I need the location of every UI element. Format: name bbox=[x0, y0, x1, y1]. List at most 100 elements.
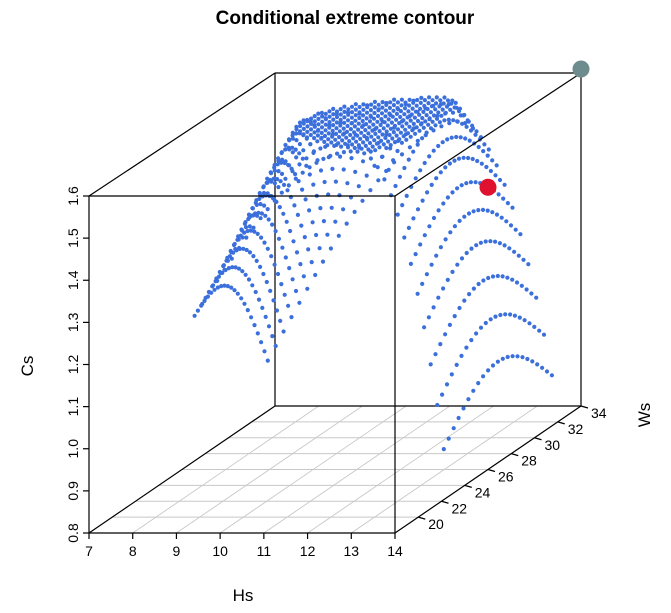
contour-point bbox=[212, 287, 217, 292]
contour-point bbox=[243, 272, 248, 277]
contour-point bbox=[372, 99, 377, 104]
contour-point bbox=[399, 140, 404, 145]
contour-point bbox=[364, 122, 369, 127]
contour-point bbox=[419, 95, 424, 100]
contour-point bbox=[534, 295, 539, 300]
contour-point bbox=[451, 426, 456, 431]
contour-point bbox=[279, 190, 284, 195]
contour-point bbox=[221, 263, 226, 268]
contour-point bbox=[450, 269, 455, 274]
contour-point bbox=[294, 138, 299, 143]
contour-point bbox=[459, 256, 465, 261]
contour-point bbox=[338, 154, 343, 159]
y-tick-mark bbox=[464, 484, 472, 488]
contour-point bbox=[428, 362, 433, 367]
contour-point bbox=[421, 125, 426, 130]
contour-point bbox=[428, 126, 434, 131]
contour-point bbox=[366, 147, 371, 152]
contour-point bbox=[218, 270, 223, 276]
contour-point bbox=[311, 182, 316, 187]
contour-point bbox=[244, 247, 249, 253]
contour-point bbox=[431, 215, 437, 221]
y-tick-label: 28 bbox=[521, 453, 537, 469]
contour-point bbox=[245, 228, 250, 234]
contour-point bbox=[350, 142, 355, 147]
contour-point bbox=[333, 179, 338, 184]
contour-point bbox=[443, 332, 448, 337]
contour-point bbox=[275, 177, 280, 182]
contour-point bbox=[417, 128, 422, 133]
contour-point bbox=[417, 112, 422, 117]
floor-grid bbox=[112, 405, 558, 534]
contour-point bbox=[372, 105, 377, 110]
contour-point bbox=[372, 163, 377, 168]
contour-point bbox=[457, 218, 462, 223]
contour-point bbox=[256, 297, 262, 302]
contour-point bbox=[505, 201, 510, 206]
contour-point bbox=[375, 119, 380, 124]
contour-point bbox=[493, 239, 498, 244]
contour-point bbox=[411, 121, 416, 126]
contour-point bbox=[278, 318, 283, 323]
contour-point bbox=[308, 132, 313, 138]
y-tick-mark bbox=[557, 421, 565, 425]
contour-point bbox=[229, 250, 234, 255]
contour-point bbox=[499, 215, 504, 220]
contour-point bbox=[500, 356, 505, 361]
y-tick-label: 24 bbox=[475, 484, 491, 500]
contour-point bbox=[388, 100, 393, 105]
contour-point bbox=[431, 148, 436, 153]
contour-point bbox=[422, 98, 427, 103]
contour-point bbox=[456, 109, 462, 114]
contour-point bbox=[370, 144, 375, 149]
contour-point bbox=[270, 222, 275, 227]
contour-point bbox=[359, 130, 364, 135]
contour-point bbox=[305, 124, 310, 129]
contour-point bbox=[281, 182, 287, 187]
contour-point bbox=[284, 219, 289, 224]
contour-point bbox=[276, 185, 281, 190]
contour-point bbox=[427, 154, 432, 159]
contour-point bbox=[398, 109, 403, 114]
contour-point bbox=[537, 328, 542, 333]
contour-point bbox=[467, 292, 472, 297]
contour-point bbox=[522, 318, 527, 323]
contour-point bbox=[269, 254, 274, 259]
contour-point bbox=[300, 156, 305, 161]
contour-point bbox=[293, 147, 298, 152]
contour-point bbox=[348, 149, 353, 154]
contour-point bbox=[279, 282, 284, 287]
x-tick-label: 9 bbox=[173, 543, 181, 559]
contour-point bbox=[312, 130, 317, 135]
contour-point bbox=[331, 123, 336, 128]
contour-point bbox=[445, 195, 450, 200]
contour-point bbox=[388, 143, 393, 148]
contour-point bbox=[474, 243, 479, 248]
contour-point bbox=[456, 415, 461, 421]
contour-point bbox=[353, 118, 358, 123]
y-tick-mark bbox=[511, 453, 519, 457]
contour-point bbox=[364, 173, 369, 178]
contour-point bbox=[402, 106, 408, 111]
contour-point bbox=[399, 97, 404, 102]
contour-point bbox=[365, 105, 370, 110]
contour-point bbox=[441, 101, 446, 106]
y-tick-mark bbox=[418, 516, 426, 520]
contour-point bbox=[299, 223, 304, 228]
contour-point bbox=[322, 133, 328, 139]
contour-point bbox=[239, 296, 244, 301]
contour-point bbox=[485, 153, 490, 158]
contour-point bbox=[338, 123, 343, 128]
z-tick-label: 1.1 bbox=[65, 397, 81, 417]
contour-point bbox=[414, 125, 419, 130]
contour-point bbox=[394, 117, 399, 122]
contour-point bbox=[280, 245, 285, 250]
contour-point bbox=[283, 159, 288, 164]
contour-point bbox=[252, 229, 257, 234]
x-tick-label: 8 bbox=[129, 543, 137, 559]
contour-point bbox=[549, 373, 555, 378]
contour-point bbox=[347, 139, 352, 144]
contour-point bbox=[333, 137, 338, 142]
contour-point bbox=[304, 163, 309, 168]
contour-point bbox=[442, 118, 447, 123]
